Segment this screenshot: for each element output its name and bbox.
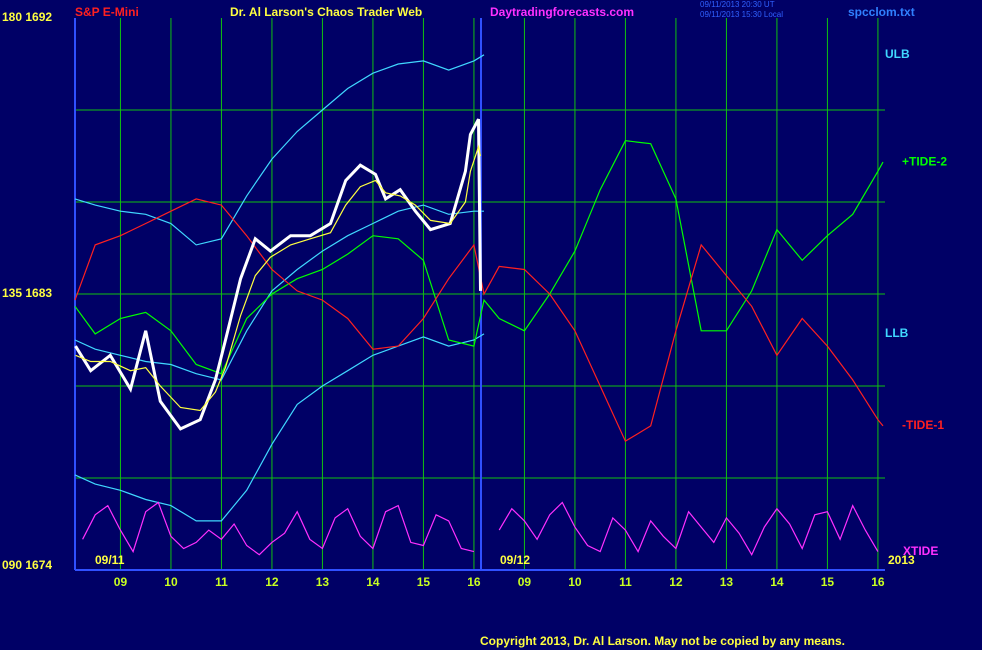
x-tick-label: 09: [114, 575, 128, 589]
y-tick-label: 135 1683: [2, 286, 52, 300]
y-tick-label: 180 1692: [2, 10, 52, 24]
x-tick-label: 09: [518, 575, 532, 589]
series-label: ULB: [885, 47, 910, 61]
x-tick-label: 13: [720, 575, 734, 589]
x-tick-label: 15: [417, 575, 431, 589]
timestamp: 09/11/2013 20:30 UT: [700, 0, 775, 9]
series-line: [74, 140, 884, 375]
x-tick-label: 12: [669, 575, 683, 589]
plot: [74, 54, 884, 556]
y-tick-label: 090 1674: [2, 558, 52, 572]
x-tick-label: 12: [265, 575, 279, 589]
x-tick-label: 14: [366, 575, 380, 589]
series-label: XTIDE: [903, 544, 938, 558]
series-line: [74, 198, 884, 443]
x-tick-label: 16: [871, 575, 885, 589]
chart-title: Dr. Al Larson's Chaos Trader Web: [230, 5, 422, 19]
x-tick-label: 10: [568, 575, 582, 589]
series-line: [498, 501, 879, 556]
series-line: [74, 333, 485, 522]
x-tick-label: 15: [821, 575, 835, 589]
copyright: Copyright 2013, Dr. Al Larson. May not b…: [480, 634, 845, 648]
x-tick-label: 11: [619, 575, 632, 589]
x-tick-label: 10: [164, 575, 178, 589]
website: Daytradingforecasts.com: [490, 5, 634, 19]
series-label: -TIDE-1: [902, 418, 944, 432]
series-label: +TIDE-2: [902, 154, 947, 168]
date-label: 2013: [888, 553, 915, 567]
series-line: [82, 501, 475, 556]
date-label: 09/11: [95, 553, 125, 567]
series-line: [74, 54, 485, 246]
x-tick-label: 14: [770, 575, 784, 589]
series-line: [74, 118, 482, 431]
file-name: spcclom.txt: [848, 5, 915, 19]
x-tick-label: 16: [467, 575, 481, 589]
instrument: S&P E-Mini: [75, 5, 139, 19]
series-line: [75, 144, 482, 412]
timestamp: 09/11/2013 15:30 Local: [700, 10, 783, 19]
x-tick-label: 11: [215, 575, 228, 589]
x-tick-label: 13: [316, 575, 330, 589]
date-label: 09/12: [500, 553, 530, 567]
series-label: LLB: [885, 326, 909, 340]
